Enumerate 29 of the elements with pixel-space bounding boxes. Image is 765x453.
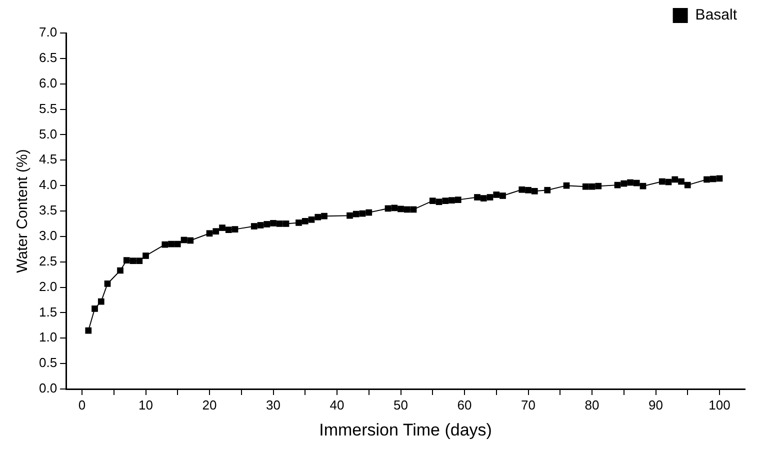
x-tick-label: 30: [266, 397, 280, 412]
x-tick-label: 100: [708, 397, 730, 412]
y-tick-label: 4.0: [38, 177, 58, 192]
x-tick-label: 20: [202, 397, 217, 412]
x-tick-label: 70: [521, 397, 536, 412]
y-tick-label: 1.5: [38, 304, 58, 320]
x-tick-label: 50: [394, 397, 408, 412]
x-tick-label: 60: [457, 397, 472, 412]
y-tick-label: 0.5: [38, 355, 58, 370]
y-tick-label: 4.5: [38, 152, 58, 167]
y-tick-label: 1.0: [38, 330, 58, 345]
x-axis-title: Immersion Time (days): [319, 420, 492, 440]
y-tick-label: 2.5: [38, 253, 58, 268]
y-tick-label: 3.0: [38, 228, 58, 244]
y-tick-label: 0.0: [38, 380, 58, 396]
y-tick-label: 5.0: [38, 126, 58, 142]
x-tick-label: 80: [584, 397, 600, 412]
y-tick-label: 7.0: [38, 24, 58, 40]
x-tick-label: 40: [330, 397, 344, 412]
x-tick-label: 10: [138, 397, 153, 412]
y-tick-label: 5.5: [38, 100, 58, 116]
legend-label: Basalt: [695, 6, 738, 24]
y-tick-label: 6.0: [38, 75, 58, 90]
y-tick-label: 3.5: [38, 202, 58, 218]
x-tick-label: 0: [78, 397, 86, 412]
y-axis-title: Water Content (%): [14, 149, 32, 273]
y-tick-label: 6.5: [38, 50, 58, 66]
y-tick-label: 2.0: [38, 278, 58, 294]
x-tick-label: 90: [648, 397, 663, 412]
